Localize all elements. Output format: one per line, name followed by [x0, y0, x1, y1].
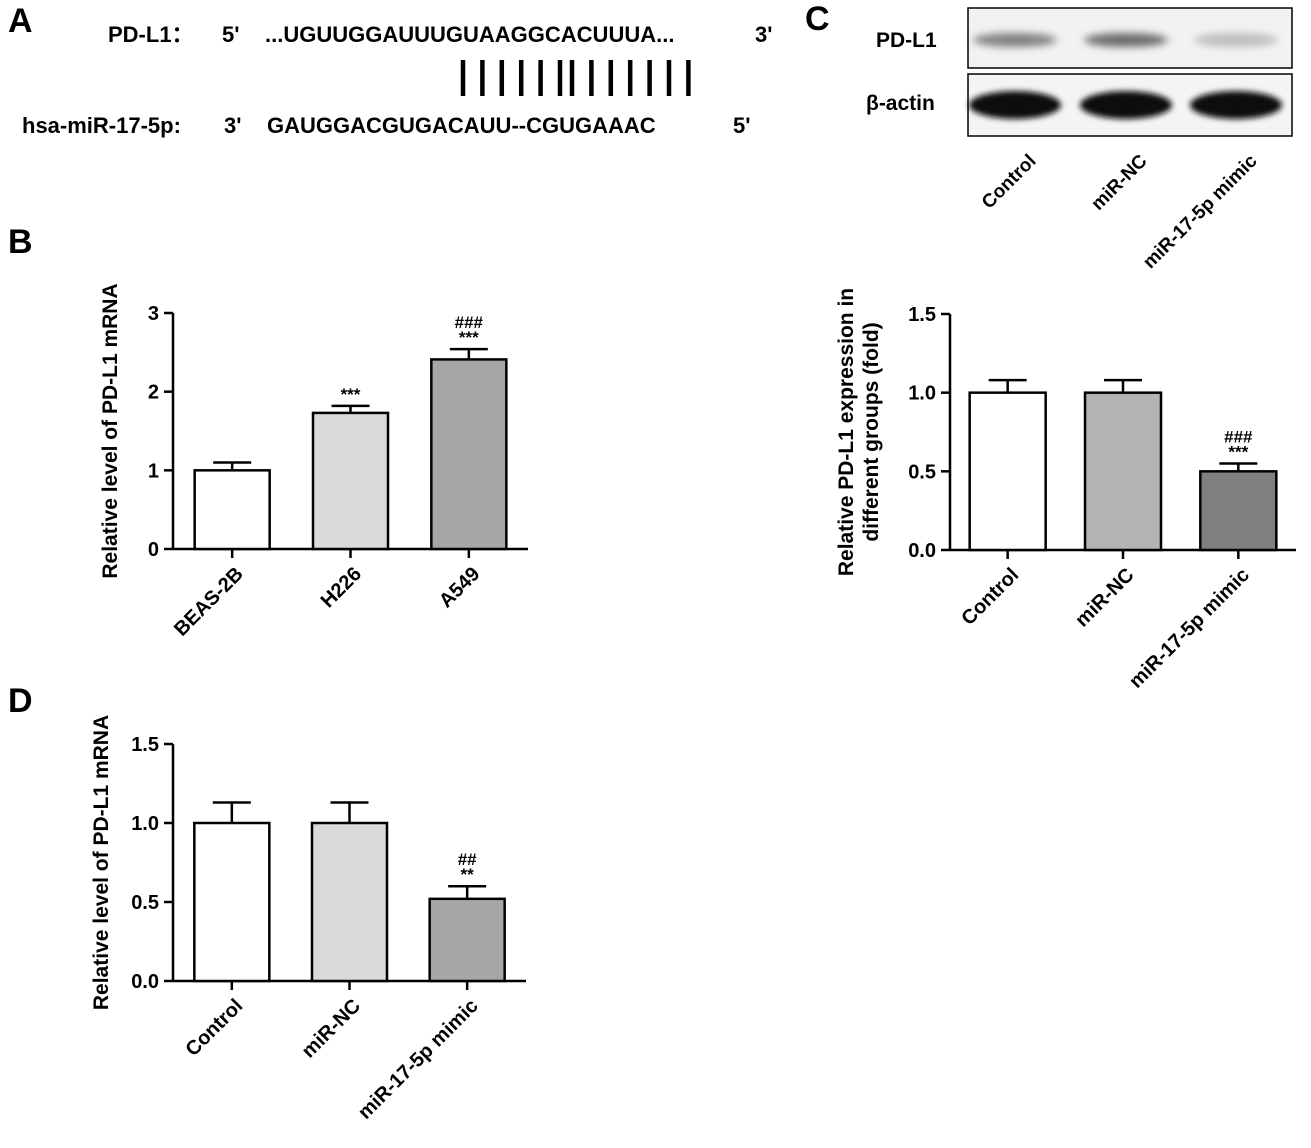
pdl1-sequence-label: PD-L1： [108, 22, 194, 47]
y-tick-label: 3 [148, 303, 159, 325]
significance-label: *** [341, 385, 361, 404]
mir-5prime: 5' [733, 113, 751, 138]
x-tick-label: Control [957, 564, 1023, 630]
blot-lane-label: Control [978, 151, 1041, 214]
x-tick-label: miR-17-5p mimic [354, 995, 483, 1124]
bar [310, 821, 389, 983]
y-tick-label: 1.0 [908, 383, 936, 405]
blot-band-pdl1 [1084, 33, 1168, 47]
blot-band-pdl1 [973, 33, 1057, 47]
x-tick-label: H226 [317, 563, 366, 612]
blot-lane-label: miR-17-5p mimic [1139, 150, 1262, 273]
bar [428, 897, 506, 983]
x-tick-label: BEAS-2B [170, 563, 248, 641]
panel-a-label: A [8, 2, 33, 40]
blot-band-actin [1190, 91, 1282, 119]
significance-label: *** [1228, 442, 1248, 461]
y-tick-label: 0 [148, 539, 159, 561]
x-tick-label: miR-NC [1071, 564, 1138, 631]
bar [968, 391, 1047, 552]
panel-d-label: D [8, 682, 33, 720]
y-tick-label: 0.5 [131, 892, 159, 914]
blot-band-actin [1080, 91, 1172, 119]
pdl1-5prime: 5' [222, 22, 240, 47]
mir-3prime: 3' [224, 113, 242, 138]
base-pairing-lines [460, 60, 691, 96]
y-axis-label: Relative level of PD-L1 mRNA [90, 715, 113, 1010]
y-tick-label: 0.5 [908, 461, 936, 483]
bar [193, 469, 271, 551]
blot-band-pdl1 [1194, 33, 1278, 47]
mir-sequence: GAUGGACGUGACAUU--CGUGAAAC [267, 113, 656, 138]
chart-c: 0.0 0.5 1.0 1.5 Relative PD-L1 expression in… [835, 288, 1296, 693]
y-tick-label: 1.0 [131, 813, 159, 835]
y-tick-label: 0.0 [131, 971, 159, 993]
pdl1-3prime: 3' [755, 22, 773, 47]
bar [1083, 391, 1163, 552]
y-axis-label: Relative level of PD-L1 mRNA [99, 283, 122, 578]
panel-b-label: B [8, 223, 33, 261]
x-tick-label: A549 [435, 563, 484, 612]
mir-sequence-label: hsa-miR-17-5p: [22, 113, 181, 138]
x-tick-label: miR-NC [298, 995, 365, 1062]
blot-row-label-pdl1: PD-L1 [876, 29, 937, 52]
y-tick-label: 0.0 [908, 540, 936, 562]
significance-label: ## [458, 850, 477, 869]
blot-lane-label: miR-NC [1087, 150, 1151, 214]
significance-label: *** [459, 328, 479, 347]
y-tick-label: 1.5 [131, 734, 159, 756]
bar [193, 821, 271, 983]
panel-c-label: C [805, 0, 830, 38]
y-axis-label: different groups (fold) [860, 322, 883, 541]
x-tick-label: miR-17-5p mimic [1125, 564, 1254, 693]
x-tick-label: Control [182, 995, 248, 1061]
y-axis-label: Relative PD-L1 expression in [835, 288, 858, 576]
blot-band-actin [969, 91, 1061, 119]
bar [430, 358, 508, 551]
chart-b: 0 1 2 3 Relative level of PD-L1 mRNA BEAS-2B H… [99, 283, 528, 641]
y-tick-label: 2 [148, 382, 159, 404]
blot-row-label-actin: β-actin [866, 92, 935, 115]
significance-label: ### [1224, 427, 1253, 446]
pdl1-sequence: ...UGUUGGAUUUGUAAGGCACUUUA... [265, 22, 675, 47]
chart-d: 0.0 0.5 1.0 1.5 Relative level of PD-L1 mRNA… [90, 715, 526, 1124]
bar [1199, 470, 1278, 552]
significance-label: ### [455, 313, 484, 332]
bar [311, 411, 390, 551]
y-tick-label: 1 [148, 460, 159, 482]
significance-label: ** [461, 865, 475, 884]
y-tick-label: 1.5 [908, 304, 936, 326]
